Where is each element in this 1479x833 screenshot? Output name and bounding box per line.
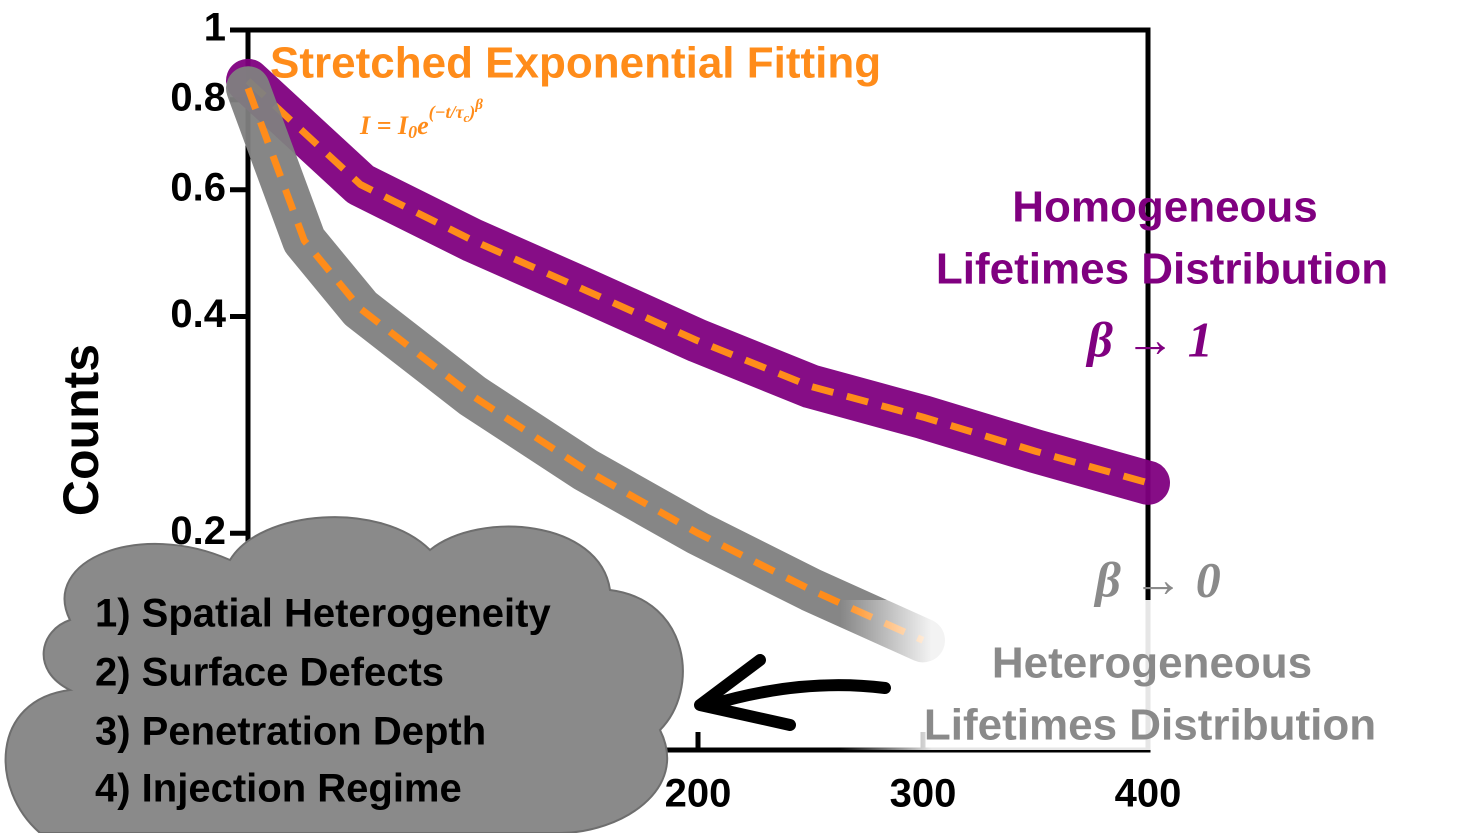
cause: 1) Spatial Heterogeneity xyxy=(95,592,551,636)
formula: I = I0e(−t/τc)β xyxy=(359,97,483,142)
arrow xyxy=(704,679,891,711)
cause: 2) Surface Defects xyxy=(95,651,444,695)
cause: 4) Injection Regime xyxy=(95,767,462,811)
annotation: Homogeneous xyxy=(1012,183,1318,232)
annotation: β → 1 xyxy=(1085,311,1213,367)
chart-title: Stretched Exponential Fitting xyxy=(270,39,881,88)
y-tick-label: 0.6 xyxy=(170,165,226,209)
cause: 3) Penetration Depth xyxy=(95,710,486,754)
x-tick-label: 300 xyxy=(890,772,957,816)
y-axis-label: Counts xyxy=(53,344,109,516)
annotation: Lifetimes Distribution xyxy=(936,245,1388,294)
y-tick-label: 1 xyxy=(204,6,226,50)
x-tick-label: 400 xyxy=(1115,772,1182,816)
y-tick-label: 0.4 xyxy=(170,292,226,336)
x-tick-label: 200 xyxy=(665,772,732,816)
fit-line xyxy=(244,87,925,644)
annotation: Lifetimes Distribution xyxy=(924,701,1376,750)
y-tick-label: 0.8 xyxy=(170,75,226,119)
fit-line xyxy=(245,78,1149,487)
annotation: β → 0 xyxy=(1093,551,1221,607)
annotation: Heterogeneous xyxy=(992,639,1312,688)
label-backdrop xyxy=(840,600,1450,750)
cloud xyxy=(4,516,684,833)
overlay: Stretched Exponential Fitting I = I0e(−t… xyxy=(4,39,1450,833)
arrow-head xyxy=(694,654,796,731)
